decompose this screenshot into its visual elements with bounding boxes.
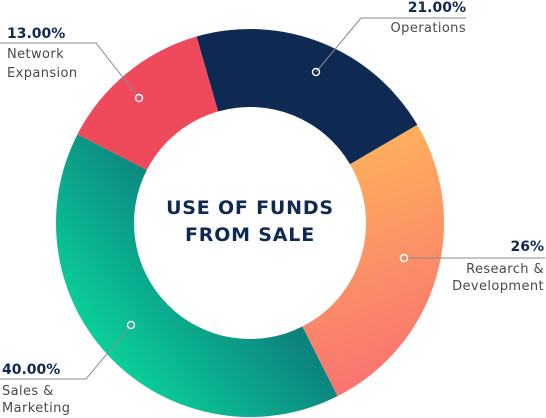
slice-label-research-development-line-1: Research & [466, 262, 544, 277]
donut-slices [55, 29, 445, 418]
slice-marker-sales-marketing [126, 320, 136, 330]
leader-line-network-expansion [0, 42, 140, 99]
value-label-research-development: 26% [510, 239, 544, 255]
donut-slice-network [77, 36, 219, 170]
slice-label-sales-marketing-line-2: Marketing [2, 401, 70, 416]
callout-operations: 21.00% Operations [311, 0, 466, 77]
slice-marker-research-development [399, 253, 409, 263]
value-label-sales-marketing: 40.00% [2, 362, 60, 378]
slice-marker-operations [311, 67, 321, 77]
slice-label-network-expansion-line-1: Network [7, 47, 64, 62]
slice-label-sales-marketing-line-1: Sales & [2, 384, 54, 399]
callout-sales-marketing: 40.00% Sales & Marketing [0, 320, 136, 416]
leader-line-operations [315, 17, 466, 73]
callout-research-development: 26% Research & Development [399, 239, 545, 294]
chart-title-line-1: USE OF FUNDS [166, 197, 334, 219]
donut-slice-research [302, 124, 445, 397]
donut-slice-operations [196, 29, 418, 165]
value-label-operations: 21.00% [408, 0, 466, 16]
callout-network-expansion: 13.00% Network Expansion [0, 26, 144, 103]
slice-label-research-development-line-2: Development [452, 279, 544, 294]
slice-marker-network-expansion [134, 93, 144, 103]
value-label-network-expansion: 13.00% [7, 26, 65, 42]
donut-slice-sales [55, 134, 338, 418]
slice-label-operations: Operations [391, 21, 466, 36]
slice-label-network-expansion-line-2: Expansion [7, 66, 78, 81]
chart-title-line-2: FROM SALE [185, 224, 315, 246]
leader-line-sales-marketing [0, 324, 132, 380]
